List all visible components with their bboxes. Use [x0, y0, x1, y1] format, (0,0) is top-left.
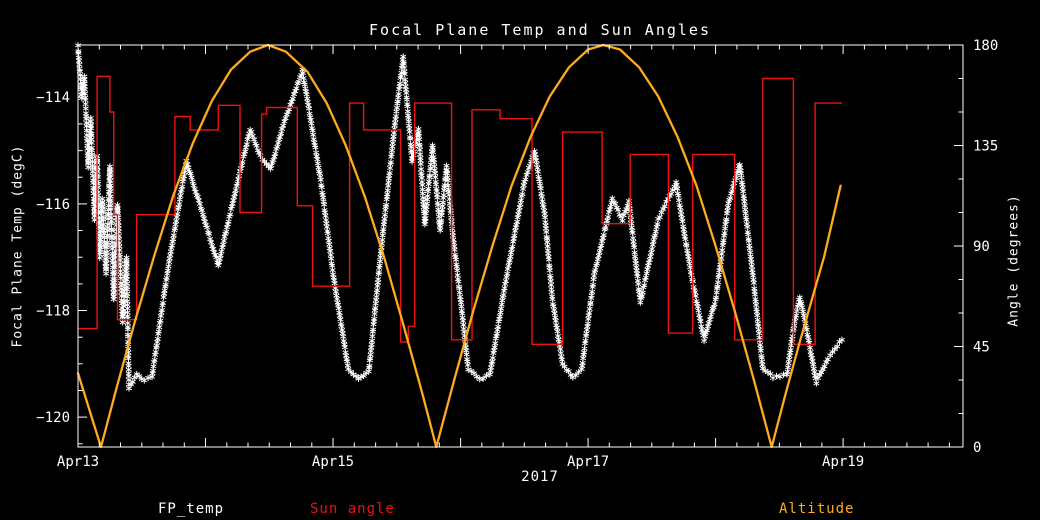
y-right-tick-label: 135: [973, 139, 998, 155]
x-tick-label: Apr17: [567, 454, 609, 470]
y-left-ticks: [78, 70, 87, 445]
y-left-tick-label: −114: [36, 90, 70, 106]
y-left-tick-label: −118: [36, 304, 70, 320]
legend-item-altitude: Altitude: [779, 501, 855, 517]
x-tick-label: Apr15: [312, 454, 354, 470]
x-axis-year-label: 2017: [521, 469, 559, 485]
y-axis-label-left: Focal Plane Temp (degC): [10, 144, 26, 348]
y-right-ticks: [954, 44, 963, 448]
x-tick-label: Apr13: [57, 454, 99, 470]
legend-item-sun-angle: Sun angle: [310, 501, 395, 517]
x-ticks: [77, 45, 950, 447]
legend-item-fp-temp: FP_temp: [158, 501, 225, 517]
y-right-tick-label: 45: [973, 340, 990, 356]
y-right-tick-label: 90: [973, 239, 990, 255]
chart-title: Focal Plane Temp and Sun Angles: [369, 21, 711, 39]
sun-angle-series: [78, 75, 842, 345]
altitude-series: [76, 43, 842, 449]
y-axis-label-right: Angle (degrees): [1006, 194, 1022, 327]
y-right-tick-label: 0: [973, 440, 981, 456]
y-left-tick-label: −120: [36, 410, 70, 426]
x-tick-label: Apr19: [822, 454, 864, 470]
y-left-tick-label: −116: [36, 197, 70, 213]
y-right-tick-label: 180: [973, 38, 998, 54]
